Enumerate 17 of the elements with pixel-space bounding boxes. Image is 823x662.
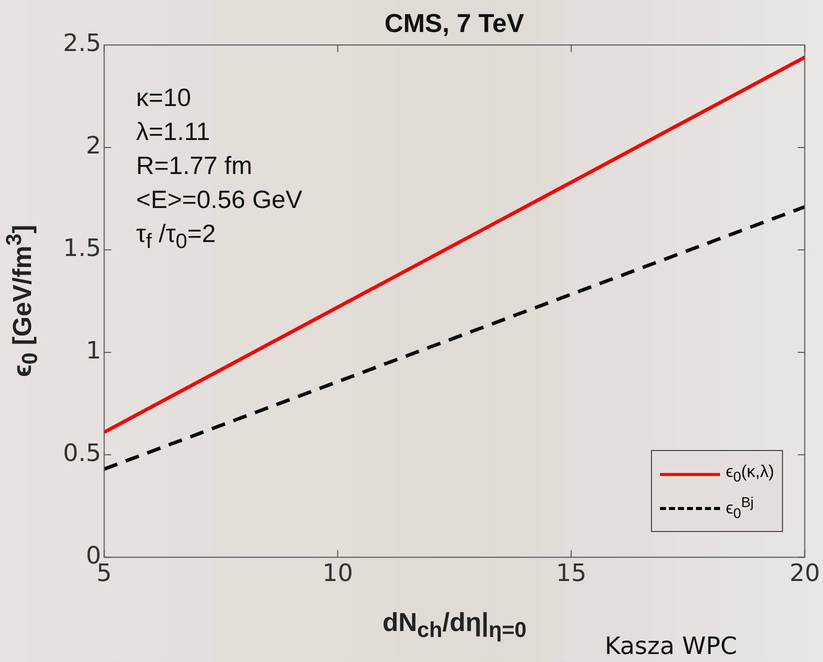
y-tick-label: 2.5 xyxy=(62,29,102,58)
y-tick-label: 1 xyxy=(86,336,102,365)
annotation: κ=10 xyxy=(136,83,192,114)
annotation: λ=1.11 xyxy=(136,117,212,148)
annotation: <E>=0.56 GeV xyxy=(136,185,302,216)
annotation: τ$_{f}$ /τ$_{0}$=2 xyxy=(136,219,217,255)
x-tick-label: 10 xyxy=(322,558,353,587)
legend-label: ϵ$_{0}$(κ,λ) xyxy=(726,462,774,486)
y-tick-label: 1.5 xyxy=(62,234,102,262)
text: Kasza WPC xyxy=(604,632,738,660)
y-tick-label: 2 xyxy=(86,132,102,160)
x-tick-label: 20 xyxy=(789,558,820,587)
x-tick-label: 15 xyxy=(556,558,586,587)
x-axis-title: dN$_{ch}$/dη|$_{η=0}$ xyxy=(382,607,527,644)
y-tick-label: 0.5 xyxy=(62,438,102,467)
chart-title: CMS, 7 TeV xyxy=(384,8,524,39)
annotation: R=1.77 fm xyxy=(136,151,254,182)
